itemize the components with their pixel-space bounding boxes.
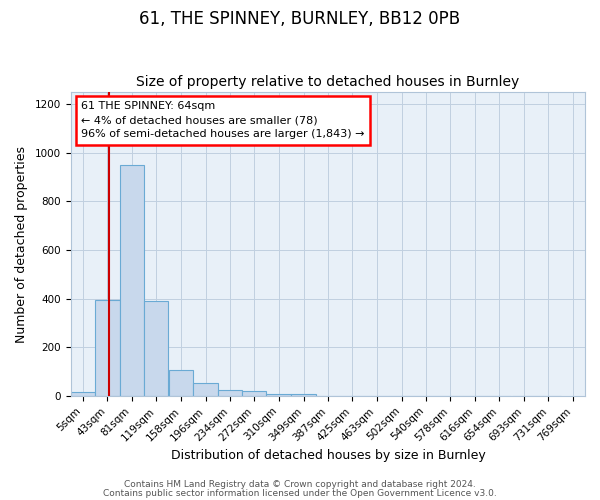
Text: Contains HM Land Registry data © Crown copyright and database right 2024.: Contains HM Land Registry data © Crown c… bbox=[124, 480, 476, 489]
Bar bbox=[218, 390, 242, 396]
Bar bbox=[193, 382, 218, 396]
Y-axis label: Number of detached properties: Number of detached properties bbox=[15, 146, 28, 342]
Bar bbox=[144, 301, 169, 396]
Bar bbox=[169, 370, 193, 396]
Bar bbox=[95, 300, 119, 396]
Title: Size of property relative to detached houses in Burnley: Size of property relative to detached ho… bbox=[136, 76, 520, 90]
Bar bbox=[266, 394, 291, 396]
Bar bbox=[119, 165, 144, 396]
Bar bbox=[71, 392, 95, 396]
Text: 61, THE SPINNEY, BURNLEY, BB12 0PB: 61, THE SPINNEY, BURNLEY, BB12 0PB bbox=[139, 10, 461, 28]
Bar bbox=[242, 391, 266, 396]
Bar bbox=[292, 394, 316, 396]
Text: Contains public sector information licensed under the Open Government Licence v3: Contains public sector information licen… bbox=[103, 488, 497, 498]
Text: 61 THE SPINNEY: 64sqm
← 4% of detached houses are smaller (78)
96% of semi-detac: 61 THE SPINNEY: 64sqm ← 4% of detached h… bbox=[81, 101, 365, 139]
X-axis label: Distribution of detached houses by size in Burnley: Distribution of detached houses by size … bbox=[170, 450, 485, 462]
